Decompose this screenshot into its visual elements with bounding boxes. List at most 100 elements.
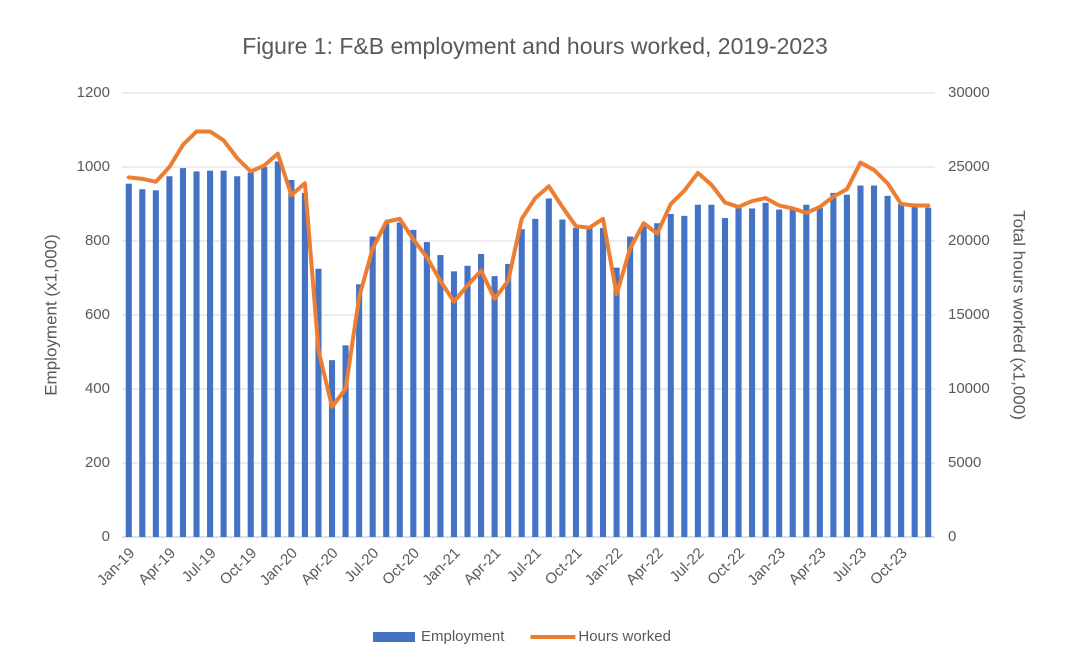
bar: [383, 223, 390, 538]
x-tick-label: Jul-20: [341, 545, 382, 586]
y2-tick-label: 0: [948, 528, 956, 545]
x-tick-label: Apr-20: [298, 545, 342, 589]
y-axis-title: Employment (x1,000): [41, 234, 60, 396]
bar: [505, 263, 512, 537]
bar: [423, 242, 430, 538]
x-tick-label: Apr-22: [623, 545, 667, 589]
x-tick-label: Apr-19: [135, 545, 179, 589]
legend-swatch: [373, 632, 415, 642]
bar: [532, 218, 539, 538]
x-tick-label: Oct-23: [867, 545, 911, 589]
x-tick-label: Jan-21: [419, 545, 463, 589]
bar: [925, 207, 932, 537]
bar: [234, 176, 241, 537]
bar: [776, 209, 783, 538]
bar: [166, 176, 173, 537]
bar: [274, 161, 281, 537]
bar: [193, 171, 200, 537]
chart-title: Figure 1: F&B employment and hours worke…: [242, 33, 828, 59]
bar: [179, 168, 187, 538]
bar: [694, 204, 701, 538]
x-tick-label: Oct-20: [379, 545, 423, 589]
x-tick-label: Jan-19: [94, 545, 138, 589]
bar: [816, 207, 823, 537]
y2-tick-label: 15000: [948, 306, 990, 323]
y2-tick-label: 30000: [948, 84, 990, 101]
y2-tick-label: 10000: [948, 380, 990, 397]
legend-label: Hours worked: [578, 628, 671, 645]
line: [126, 129, 931, 409]
bar: [261, 167, 268, 537]
bar: [830, 192, 837, 537]
x-tick-label: Apr-23: [786, 545, 830, 589]
x-tick-label: Jul-23: [829, 545, 870, 586]
y-tick-label: 1000: [77, 158, 110, 175]
bar: [491, 276, 498, 537]
bar: [450, 271, 458, 537]
bar: [708, 204, 715, 538]
bar: [410, 229, 417, 537]
bar: [207, 170, 214, 537]
bar: [545, 198, 552, 537]
legend-label: Employment: [421, 628, 505, 645]
bar: [898, 204, 905, 537]
bar: [288, 179, 295, 537]
bar: [640, 226, 647, 537]
y-tick-label: 200: [85, 454, 110, 471]
y-tick-label: 1200: [77, 84, 110, 101]
x-tick-label: Jul-19: [179, 545, 220, 586]
x-tick-label: Jan-22: [582, 545, 626, 589]
bar: [843, 194, 850, 537]
x-tick-label: Jul-21: [504, 545, 545, 586]
x-tick-label: Oct-21: [542, 545, 586, 589]
bar: [396, 222, 403, 537]
y2-tick-label: 20000: [948, 232, 990, 249]
y-tick-label: 800: [85, 232, 110, 249]
bar: [464, 265, 471, 537]
bar: [613, 267, 620, 537]
y-tick-label: 400: [85, 380, 110, 397]
bar: [735, 207, 742, 537]
bar: [870, 185, 878, 537]
bar: [315, 268, 322, 537]
y-tick-label: 0: [102, 528, 110, 545]
bar: [139, 189, 146, 537]
bar: [857, 185, 864, 537]
bar: [803, 204, 810, 538]
x-tick-label: Oct-19: [217, 545, 261, 589]
bar: [749, 208, 756, 537]
y2-tick-label: 25000: [948, 158, 990, 175]
y2-tick-label: 5000: [948, 454, 981, 471]
x-tick-label: Jan-20: [257, 545, 301, 589]
bar: [627, 236, 634, 537]
x-tick-label: Jul-22: [667, 545, 708, 586]
bar: [125, 183, 132, 537]
bar: [884, 195, 891, 538]
y2-axis-title: Total hours worked (x1,000): [1010, 210, 1029, 420]
bar: [220, 170, 227, 537]
x-tick-label: Oct-22: [704, 545, 748, 589]
bar: [762, 202, 769, 537]
y-tick-label: 600: [85, 306, 110, 323]
bar: [437, 255, 444, 537]
bar: [572, 228, 579, 538]
bar: [667, 213, 674, 538]
bar: [328, 360, 336, 537]
bar: [681, 215, 688, 537]
x-tick-label: Jan-23: [744, 545, 788, 589]
bar: [369, 236, 376, 537]
bar: [599, 228, 607, 538]
bar: [654, 223, 661, 538]
bar: [301, 192, 308, 537]
bar: [356, 284, 363, 537]
bar: [478, 253, 485, 537]
bar: [342, 345, 349, 537]
bar: [247, 172, 254, 538]
bar: [559, 219, 566, 538]
x-tick-label: Apr-21: [460, 545, 504, 589]
bar: [721, 218, 729, 537]
bar: [152, 190, 159, 537]
bar: [586, 226, 593, 537]
bar: [518, 229, 525, 537]
